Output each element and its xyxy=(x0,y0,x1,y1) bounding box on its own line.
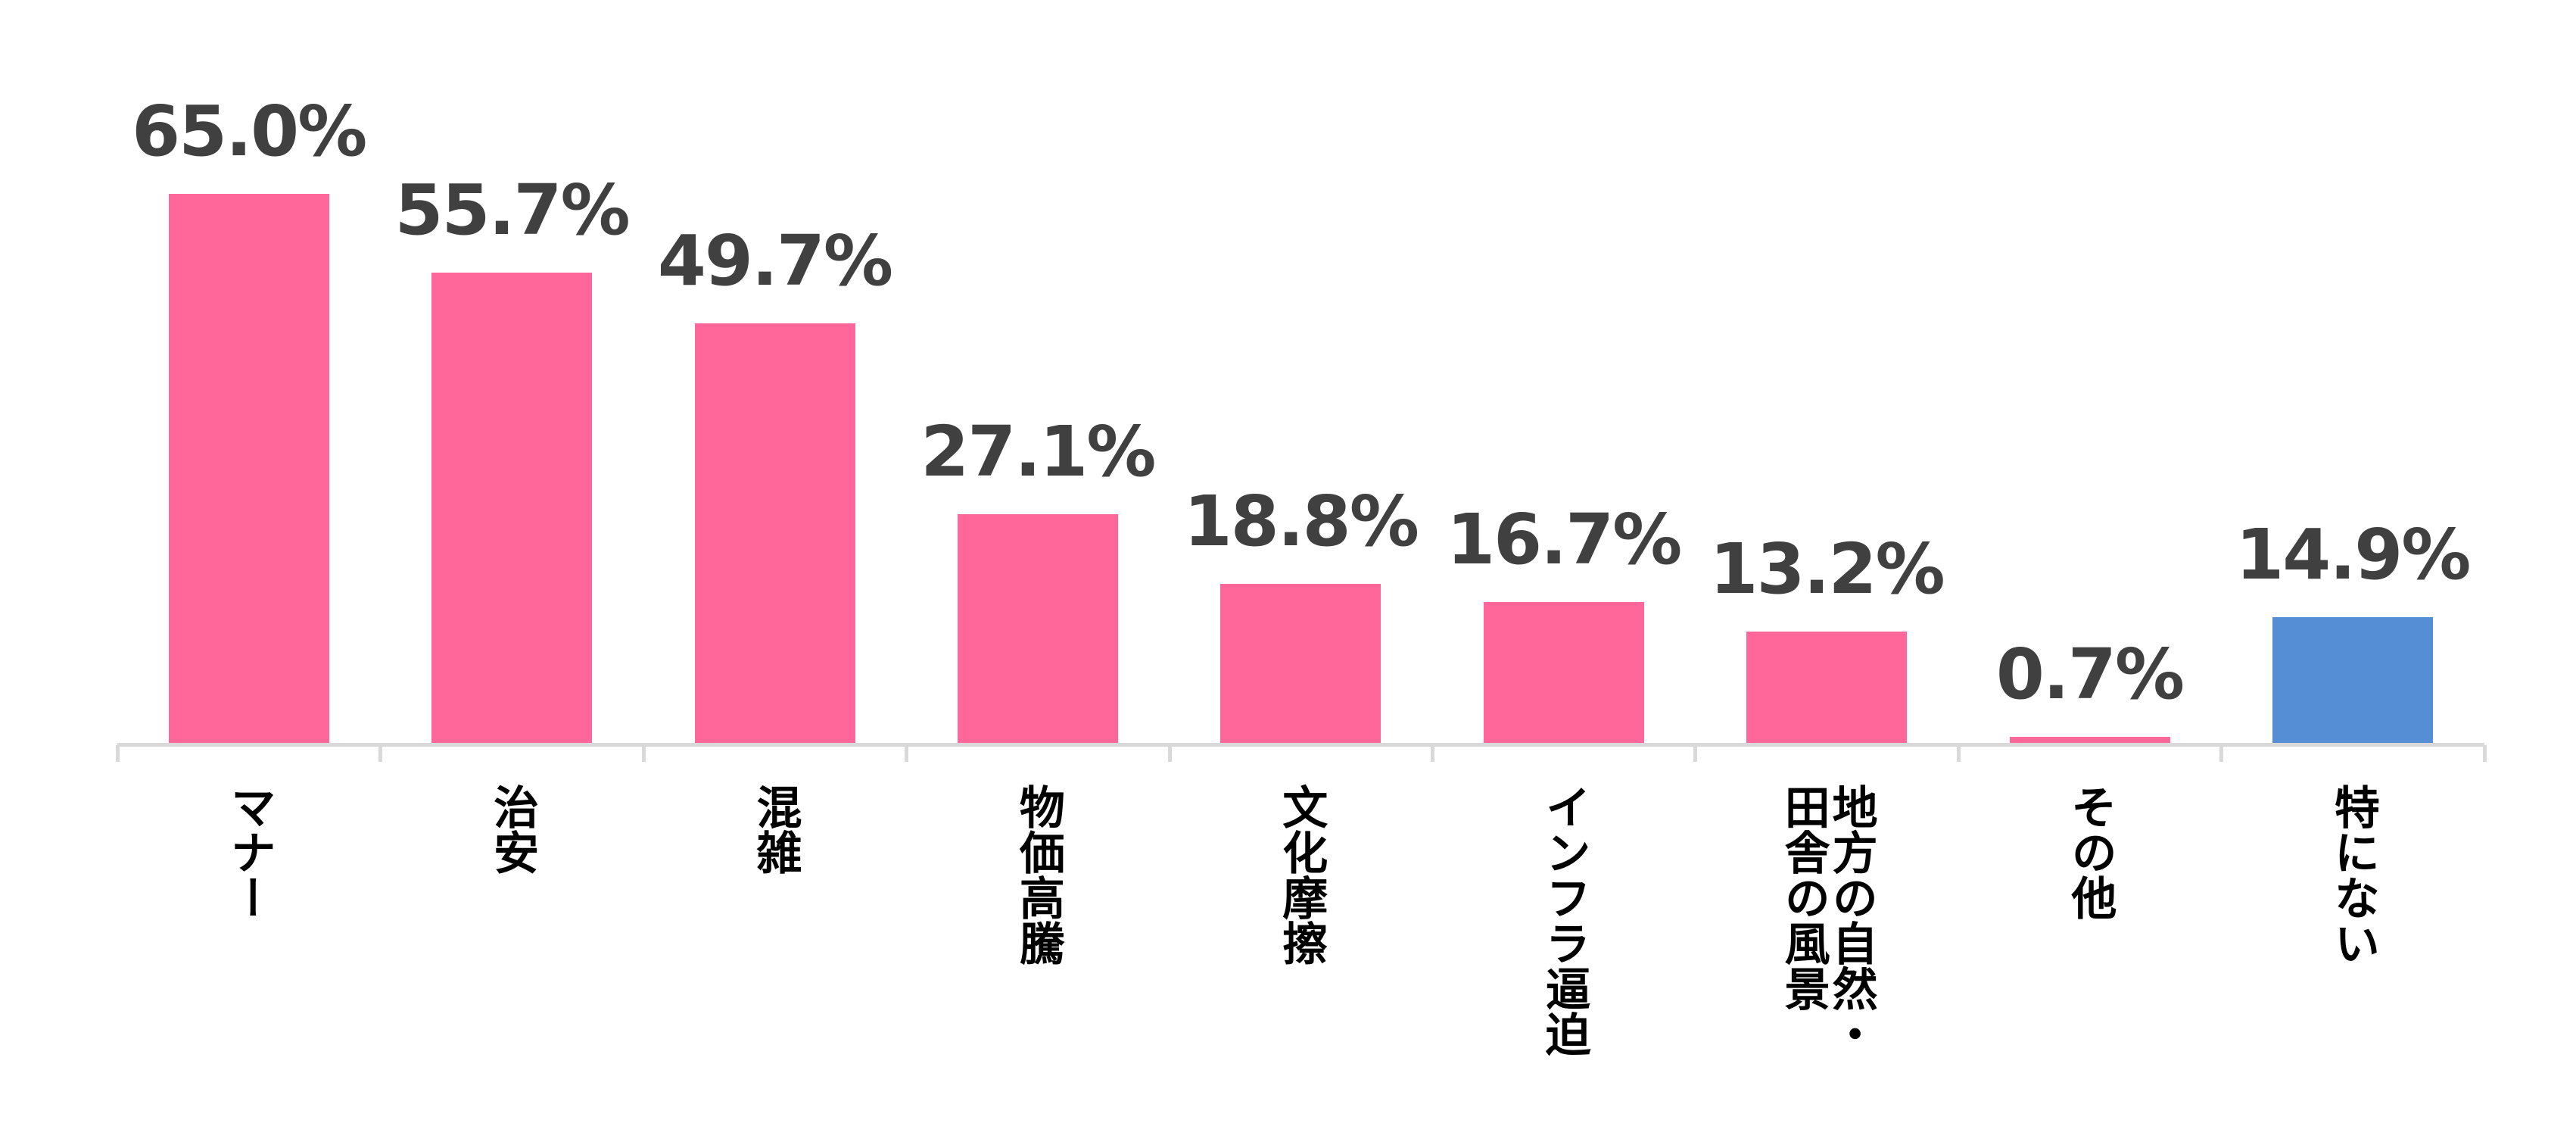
category-label: 物価高騰 xyxy=(1011,784,1065,966)
data-label: 16.7% xyxy=(1447,499,1682,580)
category-label: インフラ逼迫 xyxy=(1537,784,1591,1056)
bar xyxy=(431,273,593,743)
x-axis-tick xyxy=(1167,745,1172,762)
data-label: 13.2% xyxy=(1709,529,1945,610)
x-axis-tick xyxy=(2219,745,2224,762)
data-label: 27.1% xyxy=(920,411,1156,492)
data-label: 0.7% xyxy=(1995,634,2185,715)
bar xyxy=(2009,737,2170,743)
category-label: 治安 xyxy=(485,784,539,875)
bar xyxy=(168,194,329,743)
x-axis-tick xyxy=(1956,745,1961,762)
x-axis-tick xyxy=(641,745,646,762)
bar xyxy=(1746,632,1908,743)
x-axis-line xyxy=(117,743,2484,747)
category-label: マナー xyxy=(223,784,276,920)
bar xyxy=(1220,584,1381,743)
x-axis-tick xyxy=(1693,745,1698,762)
category-label: 混雑 xyxy=(749,784,802,875)
x-axis-tick xyxy=(116,745,120,762)
x-axis-tick xyxy=(2482,745,2487,762)
data-label: 49.7% xyxy=(657,220,893,301)
data-label: 14.9% xyxy=(2235,514,2471,595)
bar xyxy=(957,514,1118,743)
category-label: 特にない xyxy=(2326,784,2380,966)
bar xyxy=(2272,617,2433,743)
x-axis-tick xyxy=(1431,745,1434,762)
category-label: 文化摩擦 xyxy=(1274,784,1328,966)
x-axis-tick xyxy=(378,745,383,762)
bar xyxy=(1483,602,1644,743)
category-label: その他 xyxy=(2064,784,2117,920)
x-axis-tick xyxy=(905,745,909,762)
data-label: 18.8% xyxy=(1183,481,1419,562)
data-label: 55.7% xyxy=(394,170,631,251)
category-label: 地方の自然・ 田舎の風景 xyxy=(1777,784,1878,1056)
bar xyxy=(694,323,855,743)
data-label: 65.0% xyxy=(132,91,367,172)
